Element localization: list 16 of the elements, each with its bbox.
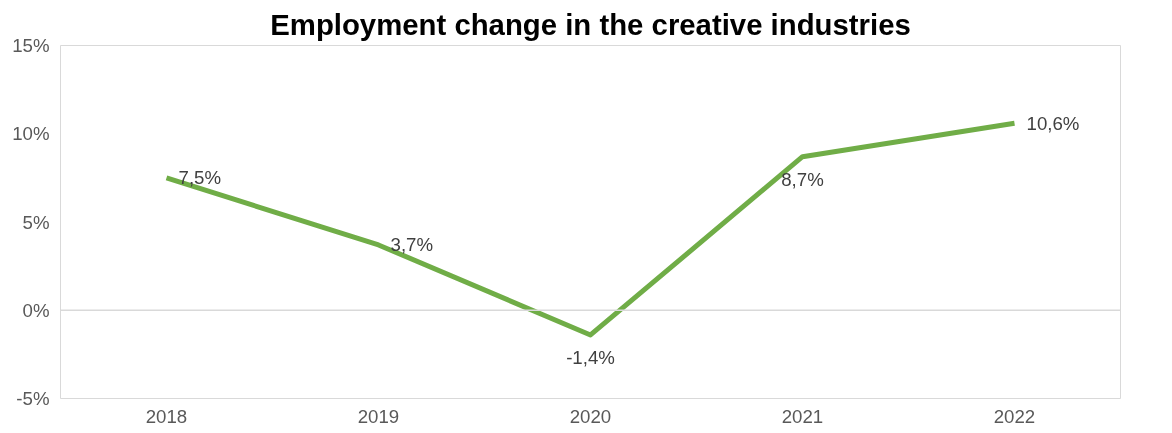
y-tick-label: 10% [12,123,50,145]
y-tick-label: 5% [22,211,50,233]
x-tick-label: 2020 [569,405,612,427]
x-tick-label: 2022 [993,405,1036,427]
y-tick-label: 0% [22,299,50,321]
data-label: 3,7% [390,234,434,256]
y-tick-label: 15% [12,35,50,56]
x-tick-label: 2021 [781,405,824,427]
data-label: 7,5% [178,167,222,189]
data-label: 10,6% [1026,112,1080,134]
x-tick-label: 2019 [357,405,400,427]
x-tick-label: 2018 [145,405,188,427]
data-label: -1,4% [566,346,615,368]
y-tick-label: -5% [16,388,50,409]
chart-title: Employment change in the creative industries [270,7,911,41]
data-label: 8,7% [781,168,824,190]
